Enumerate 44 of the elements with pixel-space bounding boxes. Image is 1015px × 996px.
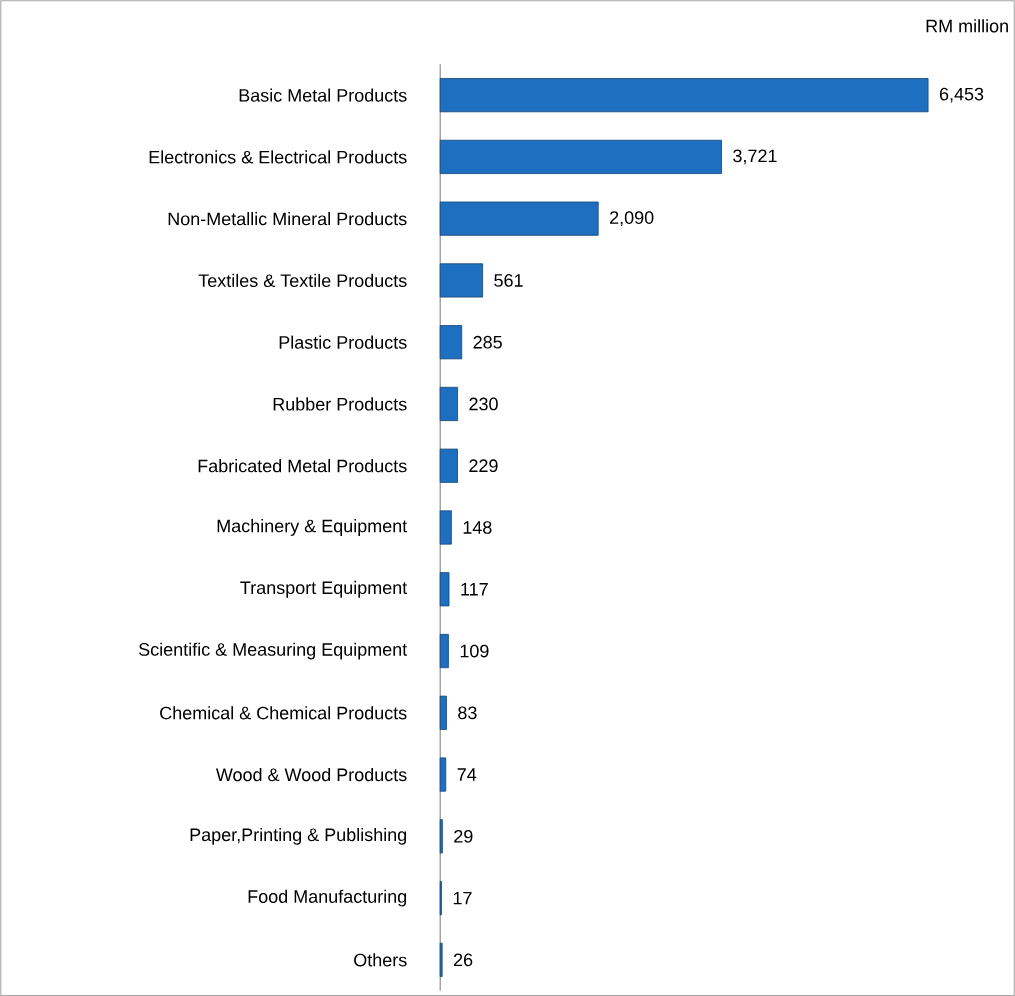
bar: [439, 386, 458, 421]
data-label: 561: [494, 273, 523, 287]
y-tick-label: Transport Equipment: [240, 580, 408, 598]
bar: [439, 695, 447, 730]
bar: [439, 324, 463, 360]
data-label: 6,453: [939, 87, 984, 103]
bar: [439, 633, 449, 668]
data-label: 74: [457, 768, 477, 781]
y-tick-label: Rubber Products: [273, 397, 407, 411]
y-tick-label: Fabricated Metal Products: [198, 458, 407, 473]
y-tick-label: Plastic Products: [279, 335, 407, 349]
bar: [439, 819, 443, 854]
bar: [439, 448, 458, 483]
y-tick-label: Electronics & Electrical Products: [149, 150, 407, 164]
bar: [439, 510, 452, 545]
data-label: 2,090: [610, 211, 654, 226]
y-tick-label: Wood & Wood Products: [215, 767, 407, 781]
y-tick-label: Machinery & Equipment: [217, 518, 408, 536]
data-label: 285: [473, 335, 502, 349]
data-label: 109: [460, 644, 489, 658]
data-label: 229: [469, 459, 498, 472]
data-label: 83: [458, 706, 477, 719]
data-label: 26: [453, 953, 473, 967]
bar: [439, 201, 599, 236]
data-label: 17: [453, 891, 472, 905]
bar: [439, 572, 450, 607]
y-tick-label: Others: [354, 953, 407, 967]
bar: [439, 77, 929, 113]
data-label: 148: [463, 520, 492, 534]
y-tick-label: Chemical & Chemical Products: [160, 706, 407, 720]
y-tick-label: Textiles & Textile Products: [198, 273, 407, 287]
bar: [439, 263, 483, 298]
data-label: 117: [461, 582, 488, 596]
data-label: 230: [469, 397, 498, 411]
y-tick-label: Basic Metal Products: [239, 88, 407, 102]
y-tick-label: Scientific & Measuring Equipment: [138, 642, 408, 660]
bar: [439, 757, 447, 792]
data-label: 29: [454, 829, 473, 843]
y-tick-label: Paper,Printing & Publishing: [190, 827, 407, 845]
text: RM million: [926, 19, 1008, 33]
data-label: 3,721: [733, 149, 777, 165]
y-tick-label: Food Manufacturing: [248, 889, 407, 907]
bar: [439, 139, 722, 174]
y-tick-label: Non-Metallic Mineral Products: [168, 211, 407, 226]
